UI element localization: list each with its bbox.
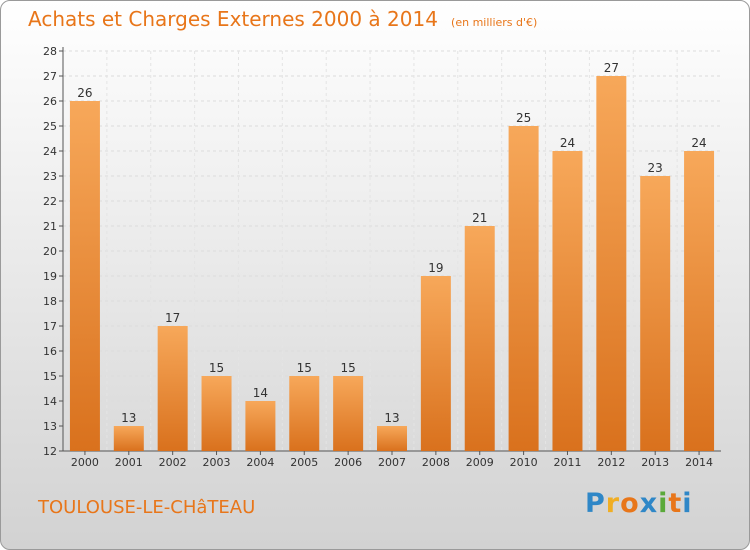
logo-letter: o	[620, 488, 640, 519]
bar	[640, 176, 671, 451]
bar	[333, 376, 364, 451]
bar	[464, 226, 495, 451]
data-label: 13	[384, 411, 399, 425]
data-label: 14	[253, 386, 268, 400]
chart-title-block: Achats et Charges Externes 2000 à 2014 (…	[28, 7, 537, 31]
data-label: 13	[121, 411, 136, 425]
x-tick-label: 2014	[685, 456, 713, 469]
data-label: 23	[648, 161, 663, 175]
y-tick-label: 13	[43, 420, 57, 433]
y-tick-label: 15	[43, 370, 57, 383]
x-tick-label: 2010	[510, 456, 538, 469]
x-tick-label: 2002	[159, 456, 187, 469]
y-tick-label: 18	[43, 295, 57, 308]
data-label: 21	[472, 211, 487, 225]
data-label: 15	[209, 361, 224, 375]
bar	[377, 426, 407, 451]
y-tick-label: 22	[43, 195, 57, 208]
y-tick-label: 27	[43, 70, 57, 83]
data-label: 19	[428, 261, 443, 275]
data-label: 24	[560, 136, 575, 150]
chart-title: Achats et Charges Externes 2000 à 2014	[28, 7, 438, 31]
chart-unit: (en milliers d'€)	[451, 16, 538, 29]
data-label: 25	[516, 111, 531, 125]
x-tick-label: 2000	[71, 456, 99, 469]
y-tick-label: 21	[43, 220, 57, 233]
bar	[289, 376, 320, 451]
bar	[420, 276, 451, 451]
logo-letter: P	[585, 488, 606, 519]
bar	[201, 376, 232, 451]
x-tick-label: 2003	[203, 456, 231, 469]
x-tick-label: 2012	[597, 456, 625, 469]
data-label: 27	[604, 61, 619, 75]
commune-name: TOULOUSE-LE-CHâTEAU	[38, 497, 256, 518]
logo-letter: i	[682, 488, 693, 519]
bar	[508, 126, 539, 451]
y-tick-label: 19	[43, 270, 57, 283]
data-label: 15	[340, 361, 355, 375]
y-tick-label: 14	[43, 395, 57, 408]
logo-letter: x	[639, 488, 659, 519]
y-tick-label: 26	[43, 95, 57, 108]
logo-letter: r	[605, 488, 621, 519]
bar	[596, 76, 627, 451]
bar	[113, 426, 144, 451]
y-tick-label: 23	[43, 170, 57, 183]
x-tick-label: 2001	[115, 456, 143, 469]
data-label: 15	[297, 361, 312, 375]
bar	[157, 326, 188, 451]
x-tick-label: 2008	[422, 456, 450, 469]
y-tick-label: 17	[43, 320, 57, 333]
logo-letter: t	[668, 488, 683, 519]
x-tick-label: 2007	[378, 456, 406, 469]
y-tick-label: 20	[43, 245, 57, 258]
bar	[552, 151, 583, 451]
y-tick-label: 24	[43, 145, 57, 158]
x-tick-label: 2013	[641, 456, 669, 469]
logo-letter: i	[658, 488, 669, 519]
y-tick-label: 16	[43, 345, 57, 358]
bar	[684, 151, 715, 451]
data-label: 26	[77, 86, 92, 100]
x-tick-label: 2009	[466, 456, 494, 469]
x-tick-label: 2006	[334, 456, 362, 469]
bars	[69, 76, 715, 451]
proxiti-logo: Proxiti	[585, 488, 693, 519]
y-tick-label: 28	[43, 45, 57, 58]
y-tick-label: 25	[43, 120, 57, 133]
y-tick-label: 12	[43, 445, 57, 458]
bar	[245, 401, 276, 451]
data-label: 24	[691, 136, 706, 150]
x-tick-label: 2004	[246, 456, 274, 469]
data-label: 17	[165, 311, 180, 325]
x-tick-label: 2011	[553, 456, 581, 469]
tick-labels: 12 13 14 15 16 17 18 19 20 21 22 23 24 25 26 27 28 2000 20…	[43, 45, 713, 469]
x-tick-label: 2005	[290, 456, 318, 469]
data-labels: 26 13 17 15 14 15 15 13 19 21 25 24 27 23 24	[77, 61, 706, 425]
bar	[69, 101, 100, 451]
